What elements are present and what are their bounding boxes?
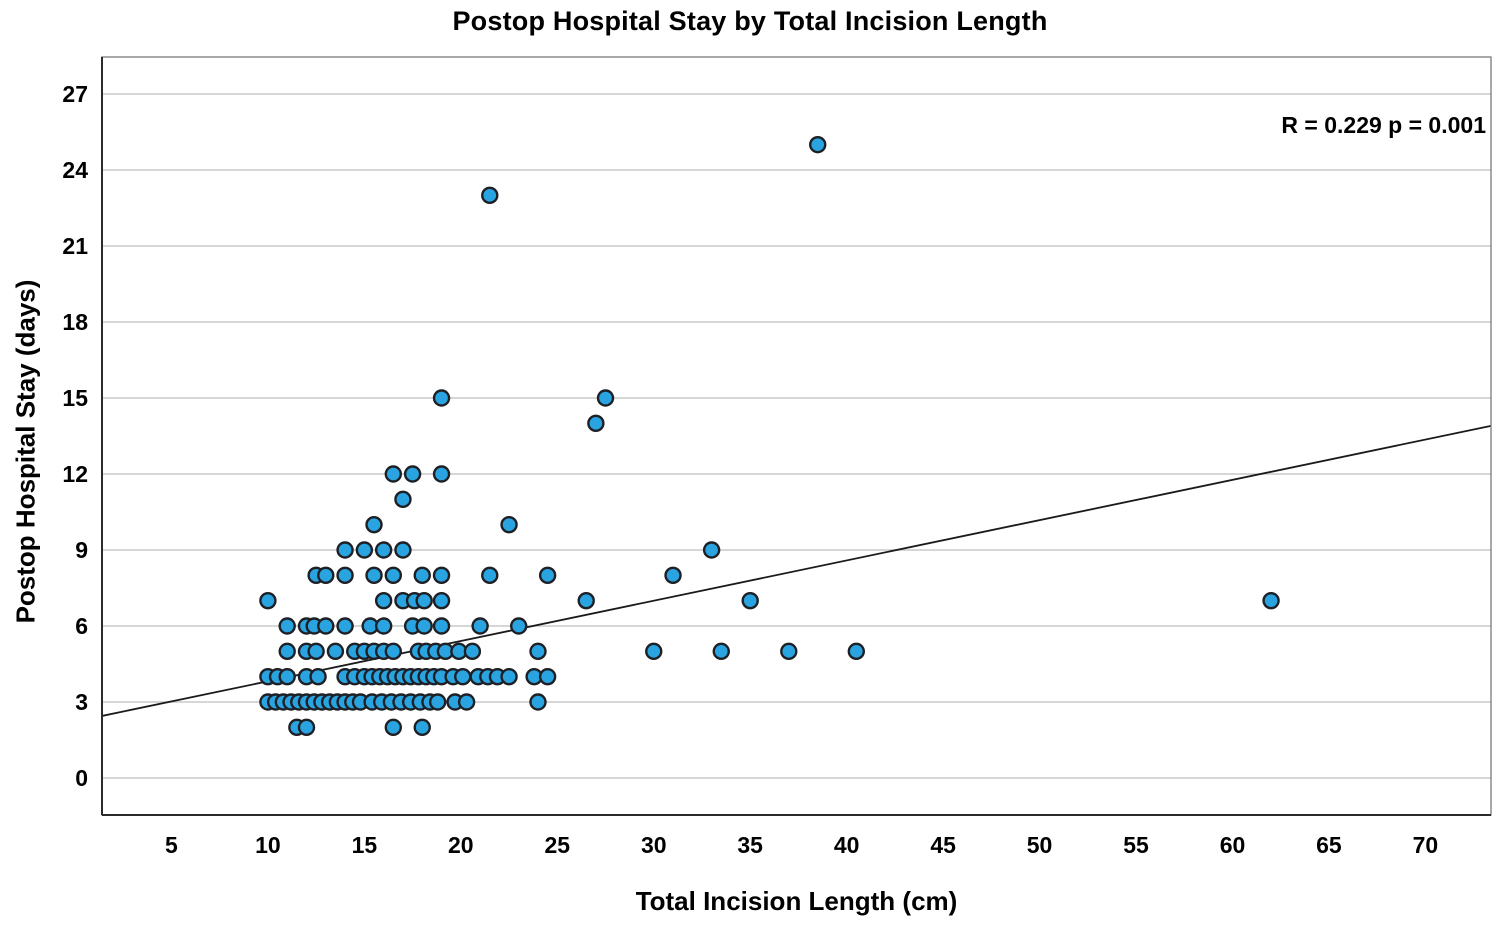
data-point <box>529 693 547 711</box>
data-point <box>374 541 393 559</box>
y-tick-label: 21 <box>62 233 88 259</box>
y-tick-label: 0 <box>75 765 88 791</box>
data-point <box>317 566 335 585</box>
data-point <box>500 515 518 534</box>
trend-line <box>101 424 1492 717</box>
data-point <box>384 465 403 483</box>
data-point <box>413 566 431 585</box>
data-point <box>336 566 354 585</box>
x-tick-label: 70 <box>1413 832 1439 858</box>
data-point <box>645 642 663 661</box>
data-point <box>413 718 431 737</box>
x-tick-label: 55 <box>1123 832 1149 858</box>
data-point <box>415 591 433 610</box>
data-point <box>297 718 316 737</box>
data-point <box>428 693 447 711</box>
data-point <box>309 667 327 686</box>
data-point <box>326 642 345 661</box>
x-axis-title: Total Incision Length (cm) <box>635 886 958 916</box>
chart-title: Postop Hospital Stay by Total Incision L… <box>452 6 1048 36</box>
data-point <box>432 617 451 635</box>
data-point <box>741 591 759 610</box>
data-point <box>538 566 557 585</box>
data-point <box>278 642 296 661</box>
y-tick-label: 3 <box>75 689 88 715</box>
data-point <box>336 541 354 559</box>
y-tick-label: 15 <box>62 385 88 411</box>
data-point <box>432 389 451 407</box>
data-point <box>847 642 866 661</box>
data-point <box>394 490 412 509</box>
data-point <box>432 591 451 610</box>
data-point <box>403 465 422 483</box>
x-tick-label: 60 <box>1220 832 1246 858</box>
data-point <box>481 566 499 585</box>
data-point <box>471 617 489 635</box>
y-tick-label: 9 <box>75 537 88 563</box>
data-point <box>457 693 476 711</box>
data-point <box>780 642 798 661</box>
data-point <box>394 541 412 559</box>
data-point <box>702 541 721 559</box>
data-point <box>538 667 557 686</box>
data-point <box>510 617 528 635</box>
x-tick-label: 20 <box>448 832 474 858</box>
data-point <box>577 591 595 610</box>
data-point <box>454 667 472 686</box>
x-tick-label: 40 <box>834 832 860 858</box>
data-point <box>259 591 277 610</box>
data-point <box>278 617 296 635</box>
correlation-annotation: R = 0.229 p = 0.001 <box>1281 112 1486 138</box>
data-point <box>384 642 403 661</box>
x-tick-label: 50 <box>1027 832 1053 858</box>
data-point <box>415 617 433 635</box>
data-point <box>374 591 393 610</box>
data-point <box>596 389 615 407</box>
data-point <box>355 541 374 559</box>
y-tick-label: 6 <box>75 613 88 639</box>
x-tick-label: 10 <box>255 832 281 858</box>
data-point <box>664 566 682 585</box>
y-tick-label: 18 <box>62 309 88 335</box>
data-point <box>384 718 403 737</box>
y-tick-label: 27 <box>62 81 88 107</box>
data-point <box>317 617 335 635</box>
y-tick-label: 24 <box>62 157 88 183</box>
data-point <box>374 617 393 635</box>
data-point <box>278 667 296 686</box>
data-point <box>463 642 482 661</box>
data-point <box>529 642 547 661</box>
data-point <box>384 566 403 585</box>
data-point <box>307 642 325 661</box>
y-tick-label: 12 <box>62 461 88 487</box>
x-tick-label: 65 <box>1316 832 1342 858</box>
x-tick-label: 25 <box>544 832 570 858</box>
data-point <box>712 642 730 661</box>
data-point <box>481 186 499 205</box>
data-point <box>432 465 451 483</box>
data-point <box>365 515 383 534</box>
data-point <box>1262 591 1280 610</box>
data-point <box>365 566 383 585</box>
x-tick-label: 30 <box>641 832 667 858</box>
x-tick-label: 35 <box>737 832 763 858</box>
x-tick-label: 45 <box>930 832 956 858</box>
data-point <box>500 667 518 686</box>
data-point <box>809 135 827 154</box>
data-point <box>432 566 451 585</box>
data-point <box>336 617 354 635</box>
x-tick-label: 15 <box>352 832 378 858</box>
x-tick-label: 5 <box>165 832 178 858</box>
data-point <box>587 414 605 433</box>
